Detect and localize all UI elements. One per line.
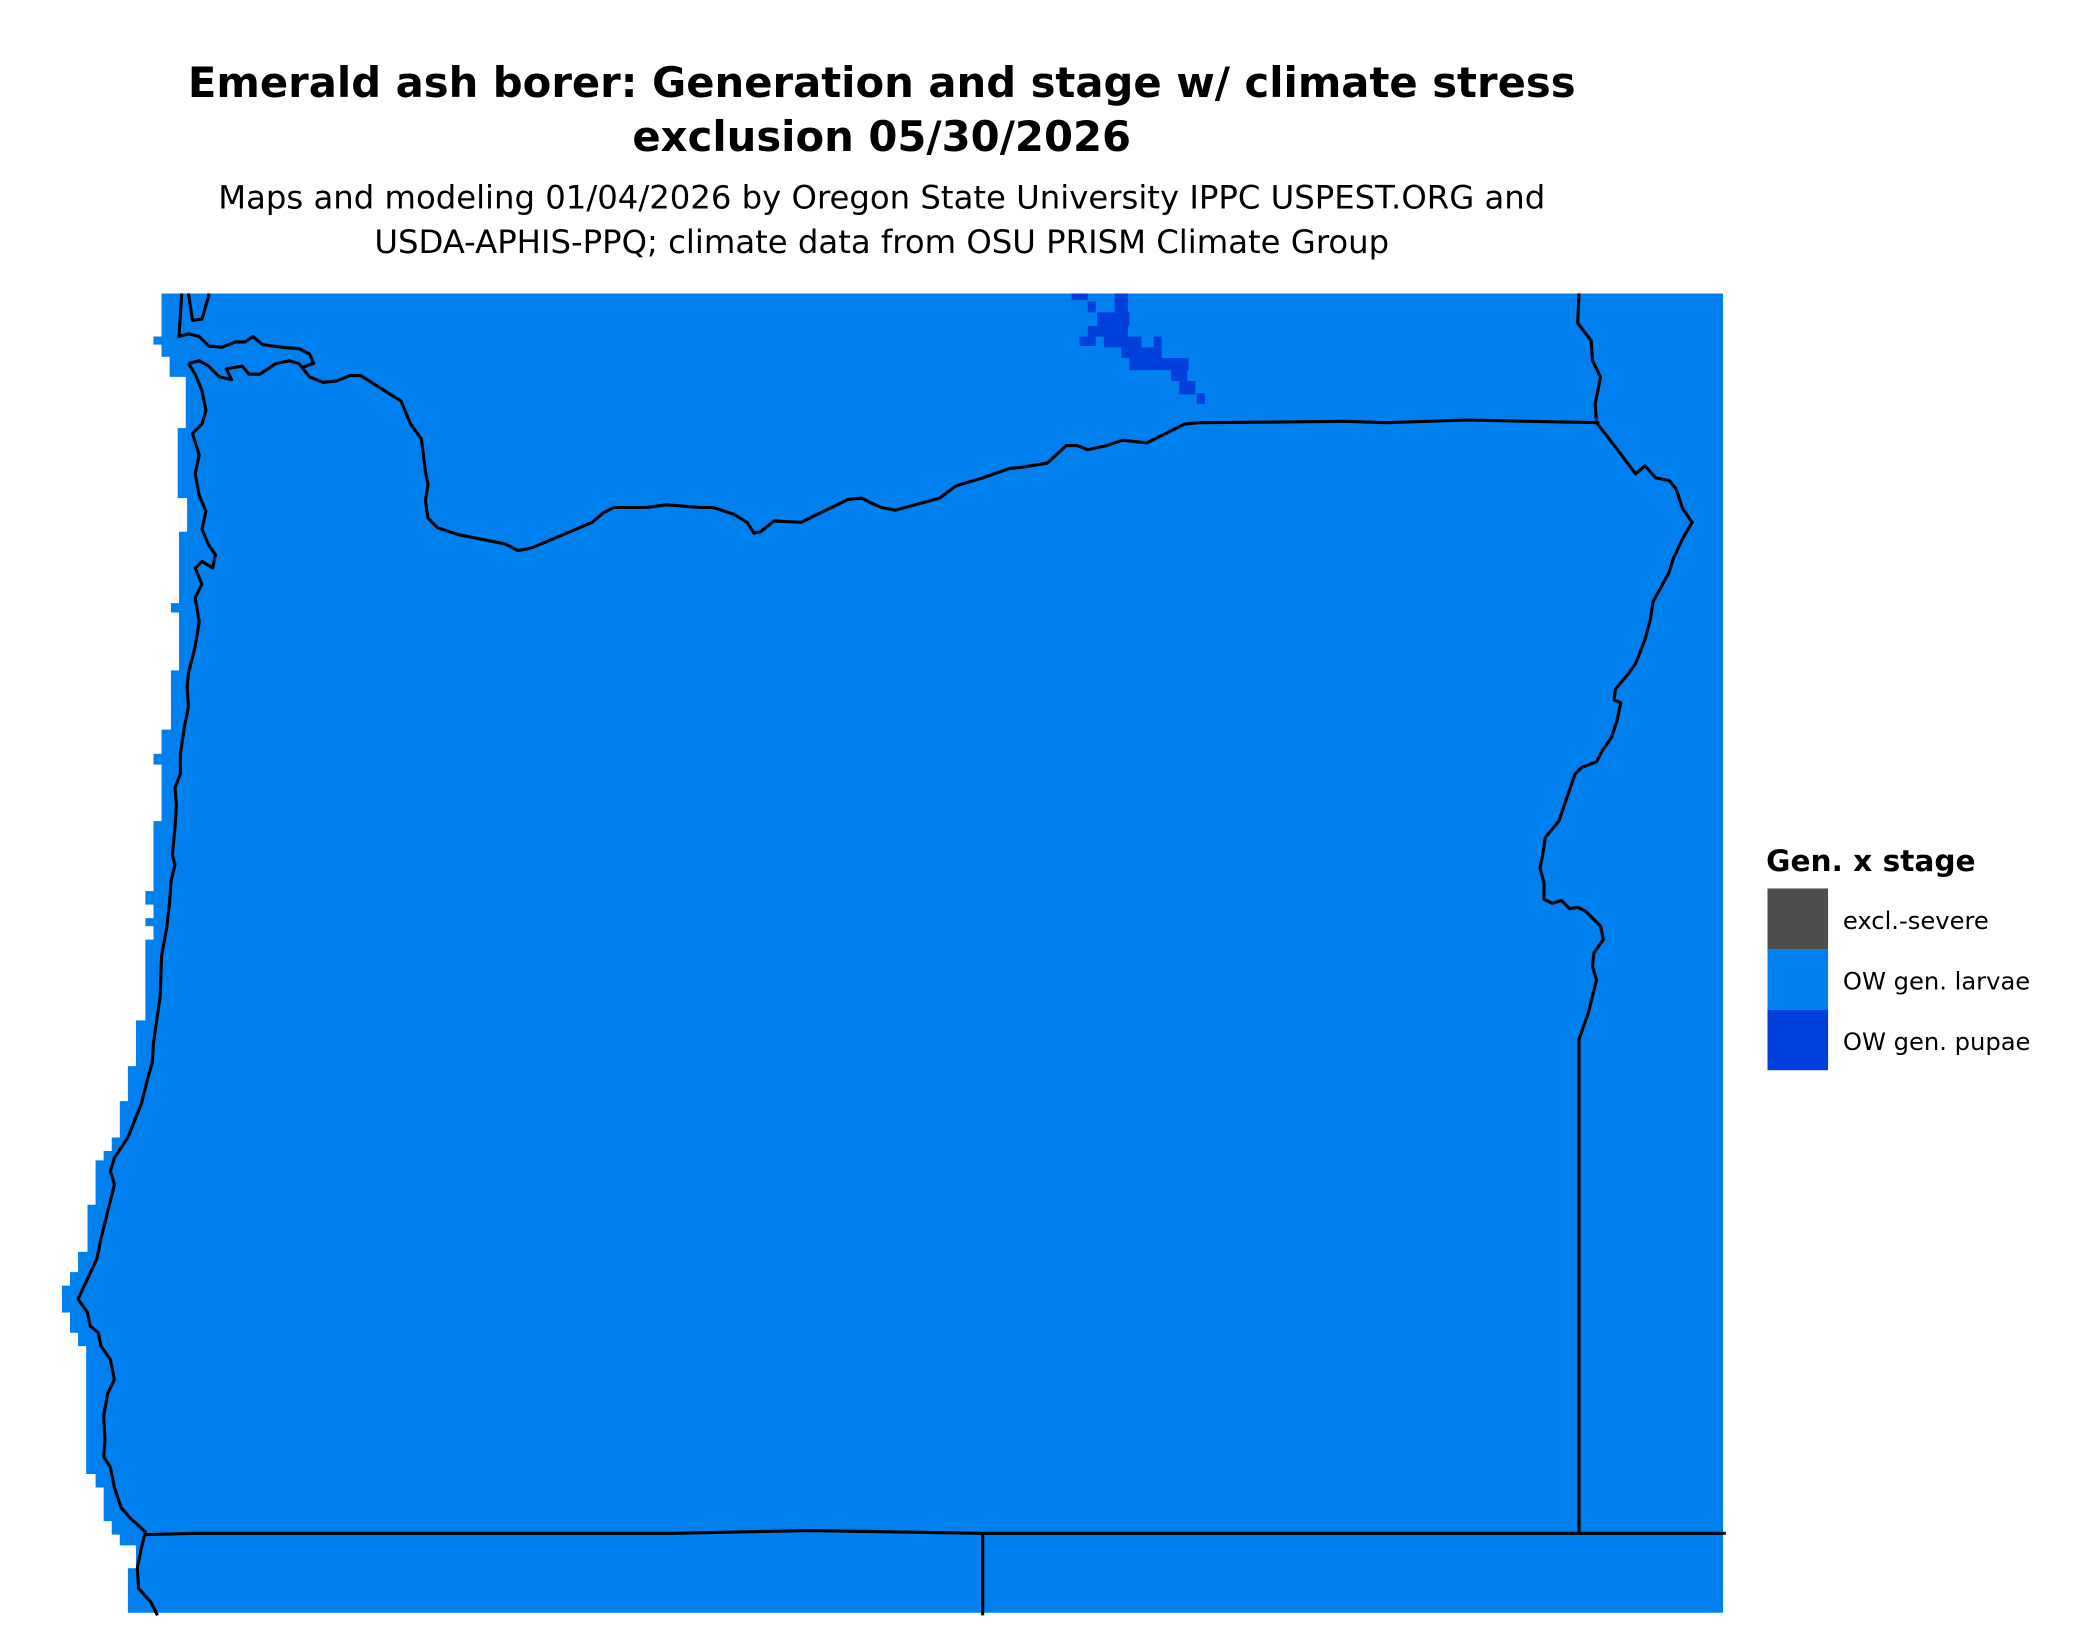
legend-swatch-excl-severe [1767,888,1829,950]
boundary-inlet [186,293,211,322]
pupae-cell [1153,336,1162,348]
pupae-cell [1121,347,1162,359]
pupae-cell [1071,293,1088,301]
legend-title: Gen. x stage [1766,844,1975,878]
boundary-east [1538,293,1694,1535]
subtitle-line-1: Maps and modeling 01/04/2026 by Oregon S… [218,179,1545,217]
pupae-cell [1103,336,1142,348]
pupae-cell [1179,380,1196,395]
boundary-south [145,1529,1726,1537]
pupae-cell [1129,358,1189,371]
boundary-coast [76,362,217,1617]
larvae-region [61,293,1724,1613]
legend-label-excl-severe: excl.-severe [1843,907,1989,935]
pupae-cell [1196,393,1205,404]
legend: Gen. x stage excl.-severe OW gen. larvae… [1766,844,2031,1071]
legend-label-ow-larvae: OW gen. larvae [1843,967,2030,995]
legend-swatch-ow-larvae [1767,949,1829,1010]
boundary-north-shore [177,293,316,369]
pupae-cell [1097,312,1130,326]
pupae-cell [1114,293,1129,313]
legend-label-ow-pupae: OW gen. pupae [1843,1028,2031,1056]
pupae-cell [1087,325,1129,337]
map-panel [61,293,1726,1617]
pupae-cell [1087,301,1096,313]
subtitle-line-2: USDA-APHIS-PPQ; climate data from OSU PR… [374,223,1389,261]
legend-swatch-ow-pupae [1767,1009,1829,1071]
pupae-cell [1079,336,1096,346]
title-line-2: exclusion 05/30/2026 [632,112,1131,161]
title-line-1: Emerald ash borer: Generation and stage … [188,58,1576,107]
boundary-river-north [188,359,1600,553]
pupae-region [1071,293,1205,404]
pupae-cell [1171,370,1188,381]
